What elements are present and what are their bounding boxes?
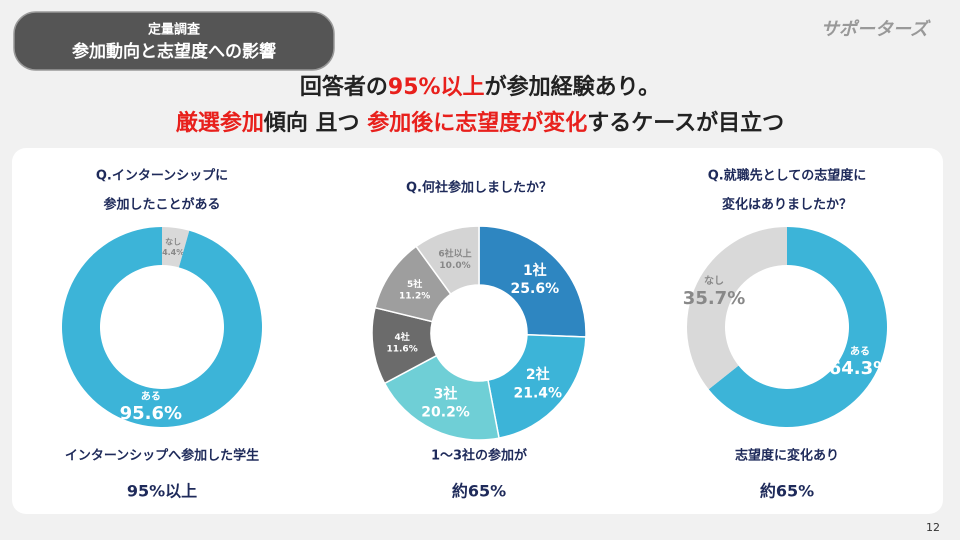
question: Q.インターンシップに [96, 169, 228, 184]
slice-label: 5社 [407, 278, 422, 290]
donut-slice [708, 227, 888, 428]
question: Q.何社参加しましたか？ [406, 180, 552, 196]
header-pill [13, 11, 335, 71]
slice-label: 6社以上 [438, 247, 471, 259]
page-number: 12 [926, 521, 940, 534]
headline-segment: 参加後に志望度が変化 [367, 110, 587, 136]
headline-segment: 回答者の [300, 74, 388, 100]
donut-slice [162, 227, 190, 268]
summary: 約65% [760, 482, 814, 501]
donut-slice [383, 354, 500, 441]
slice-value: 35.7% [683, 288, 745, 309]
headline: 厳選参加傾向 且つ 参加後に志望度が変化するケースが目立つ [176, 110, 784, 136]
slice-value: 20.2% [421, 405, 470, 421]
slice-value: 11.6% [386, 345, 417, 355]
slice-label: ある [850, 344, 870, 357]
slice-label: ある [141, 389, 161, 402]
panel [12, 148, 943, 514]
summary: 志望度に変化あり [735, 448, 839, 464]
slice-label: 2社 [526, 366, 550, 383]
headline-segment: が参加経験あり。 [485, 74, 661, 100]
headline-segment: 厳選参加 [176, 110, 264, 136]
slice-value: 25.6% [511, 281, 560, 297]
headline-segment: 95%以上 [388, 75, 485, 100]
question: 変化はありましたか？ [722, 197, 852, 213]
slice-label: 3社 [434, 386, 458, 403]
slice-value: 10.0% [439, 261, 470, 271]
question: 参加したことがある [103, 197, 220, 213]
header-tag: 定量調査 [147, 22, 201, 38]
slice-value: 21.4% [513, 385, 562, 401]
headline-segment: するケースが目立つ [587, 110, 784, 136]
summary: 95%以上 [127, 482, 197, 501]
summary: 約65% [452, 482, 506, 501]
summary: 1〜3社の参加が [431, 448, 527, 464]
donut-slice [478, 225, 587, 338]
headline-segment: 傾向 且つ [263, 110, 367, 136]
donut-slice [487, 334, 587, 439]
summary: インターンシップへ参加した学生 [65, 448, 259, 464]
slice-value: 11.2% [399, 292, 430, 302]
logo: サポーターズ [821, 19, 931, 40]
slice-label: なし [704, 275, 724, 287]
donut-slice [415, 225, 480, 296]
question: Q.就職先としての志望度に [708, 168, 867, 184]
slice-value: 4.4% [162, 248, 184, 257]
donut-slice [687, 227, 787, 390]
slice-label: なし [165, 237, 181, 246]
slice-value: 64.3% [829, 358, 891, 379]
slice-value: 95.6% [120, 403, 182, 424]
header-title: 参加動向と志望度への影響 [72, 41, 276, 62]
slice-label: 1社 [523, 262, 547, 279]
slice-label: 4社 [394, 331, 409, 343]
headline: 回答者の95%以上が参加経験あり。 [300, 74, 660, 100]
donut-slice [62, 227, 263, 427]
